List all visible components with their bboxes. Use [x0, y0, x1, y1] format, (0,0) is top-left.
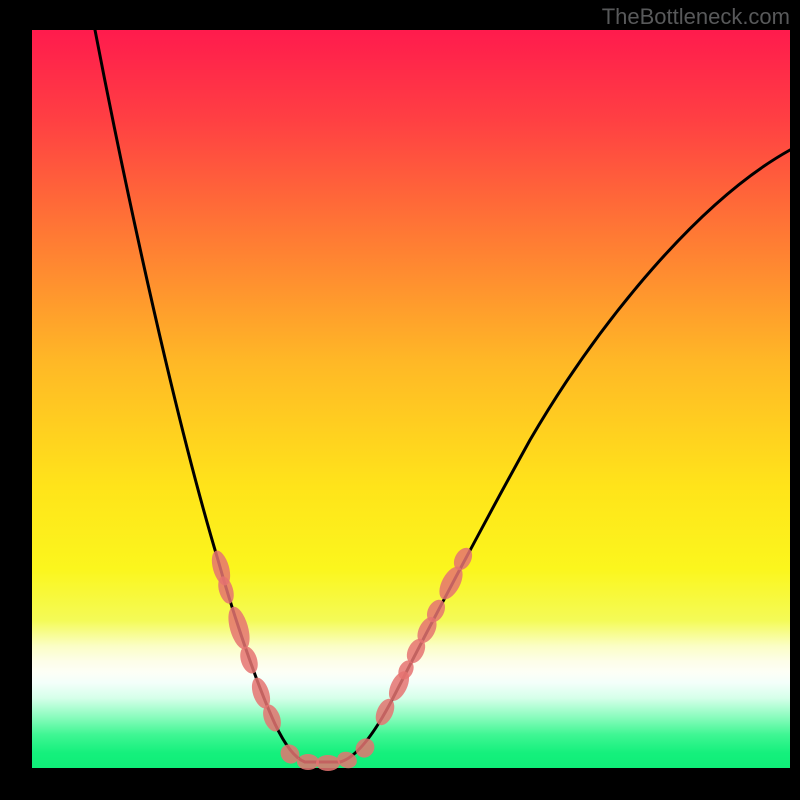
- chart-root: TheBottleneck.com: [0, 0, 800, 800]
- border-bottom: [0, 768, 800, 800]
- border-left: [0, 0, 32, 800]
- border-right: [790, 0, 800, 800]
- plot-gradient-background: [32, 30, 790, 768]
- watermark-text: TheBottleneck.com: [602, 4, 790, 30]
